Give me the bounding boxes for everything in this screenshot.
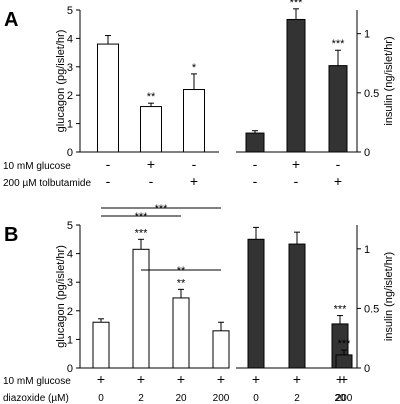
glucagon-significance: ** <box>147 91 156 103</box>
insulin-bar <box>335 354 353 369</box>
insulin-bar <box>288 243 306 369</box>
left-tick-label: 0 <box>67 363 73 375</box>
condition-value-right: - <box>253 156 258 172</box>
condition-value-left: 200 <box>213 393 230 404</box>
right-y-label: insulin (ng/islet/hr) <box>383 36 395 125</box>
left-tick-label: 1 <box>67 119 73 131</box>
condition-value-left: 20 <box>175 393 187 404</box>
glucagon-significance: * <box>192 62 197 74</box>
condition-value-left: 0 <box>98 393 104 404</box>
condition-value-left: + <box>177 371 185 387</box>
insulin-bar <box>286 18 306 153</box>
condition-value-right: 2 <box>294 393 300 404</box>
condition-label: diazoxide (µM) <box>3 393 69 404</box>
left-tick-label: 4 <box>67 33 73 45</box>
insulin-bar <box>245 132 265 153</box>
condition-value-left: - <box>149 173 154 189</box>
insulin-significance: *** <box>332 38 346 50</box>
right-tick-label: 0.5 <box>364 303 379 315</box>
left-tick-label: 3 <box>67 277 73 289</box>
right-tick-label: 0 <box>364 363 370 375</box>
condition-label: 10 mM glucose <box>3 161 71 172</box>
left-tick-label: 2 <box>67 90 73 102</box>
condition-value-left: - <box>106 156 111 172</box>
glucagon-bar <box>172 297 190 369</box>
condition-value-right: + <box>292 156 300 172</box>
insulin-bar <box>247 238 265 369</box>
left-tick-label: 2 <box>67 306 73 318</box>
right-tick-label: 0 <box>364 147 370 159</box>
condition-value-right: + <box>340 371 348 387</box>
condition-value-left: + <box>147 156 155 172</box>
condition-value-right: - <box>294 173 299 189</box>
insulin-significance: *** <box>290 0 304 9</box>
glucagon-bar <box>183 89 205 153</box>
condition-value-left: - <box>106 173 111 189</box>
right-tick-label: 1 <box>364 29 370 41</box>
glucagon-bar <box>97 43 119 153</box>
left-y-label: glucagon (pg/islet/hr) <box>55 245 67 348</box>
comparison-label: *** <box>155 203 169 215</box>
left-y-label: glucagon (pg/islet/hr) <box>55 30 67 133</box>
condition-value-left: + <box>190 173 198 189</box>
condition-value-right: + <box>336 371 344 387</box>
insulin-significance: *** <box>338 338 352 350</box>
condition-value-left: + <box>97 371 105 387</box>
condition-value-right: + <box>334 173 342 189</box>
comparison-label: *** <box>135 211 149 223</box>
insulin-bar <box>328 65 348 153</box>
condition-value-left: + <box>137 371 145 387</box>
glucagon-significance: ** <box>177 277 186 289</box>
condition-label: 200 µM tolbutamide <box>3 178 91 189</box>
left-tick-label: 4 <box>67 249 73 261</box>
condition-value-right: + <box>293 371 301 387</box>
condition-value-right: - <box>253 173 258 189</box>
right-tick-label: 0.5 <box>364 88 379 100</box>
condition-value-right: 20 <box>334 393 346 404</box>
left-tick-label: 0 <box>67 147 73 159</box>
condition-value-left: 2 <box>138 393 144 404</box>
left-tick-label: 5 <box>67 5 73 17</box>
insulin-significance: *** <box>334 304 348 316</box>
glucagon-bar <box>132 248 150 369</box>
glucagon-bar <box>92 321 110 369</box>
left-tick-label: 5 <box>67 220 73 232</box>
condition-value-right: - <box>336 156 341 172</box>
glucagon-bar <box>140 106 162 153</box>
condition-value-left: + <box>217 371 225 387</box>
condition-value-right: 200 <box>336 393 353 404</box>
right-tick-label: 1 <box>364 244 370 256</box>
condition-label: 10 mM glucose <box>3 376 71 387</box>
glucagon-bar <box>212 330 230 369</box>
condition-value-right: 0 <box>253 393 259 404</box>
left-tick-label: 1 <box>67 334 73 346</box>
comparison-label: ** <box>177 265 186 277</box>
right-y-label: insulin (ng/islet/hr) <box>383 252 395 341</box>
condition-value-left: - <box>192 156 197 172</box>
glucagon-significance: *** <box>135 227 149 239</box>
condition-value-right: + <box>252 371 260 387</box>
panel-label-b: B <box>4 224 18 246</box>
panel-label-a: A <box>4 9 18 31</box>
left-tick-label: 3 <box>67 62 73 74</box>
